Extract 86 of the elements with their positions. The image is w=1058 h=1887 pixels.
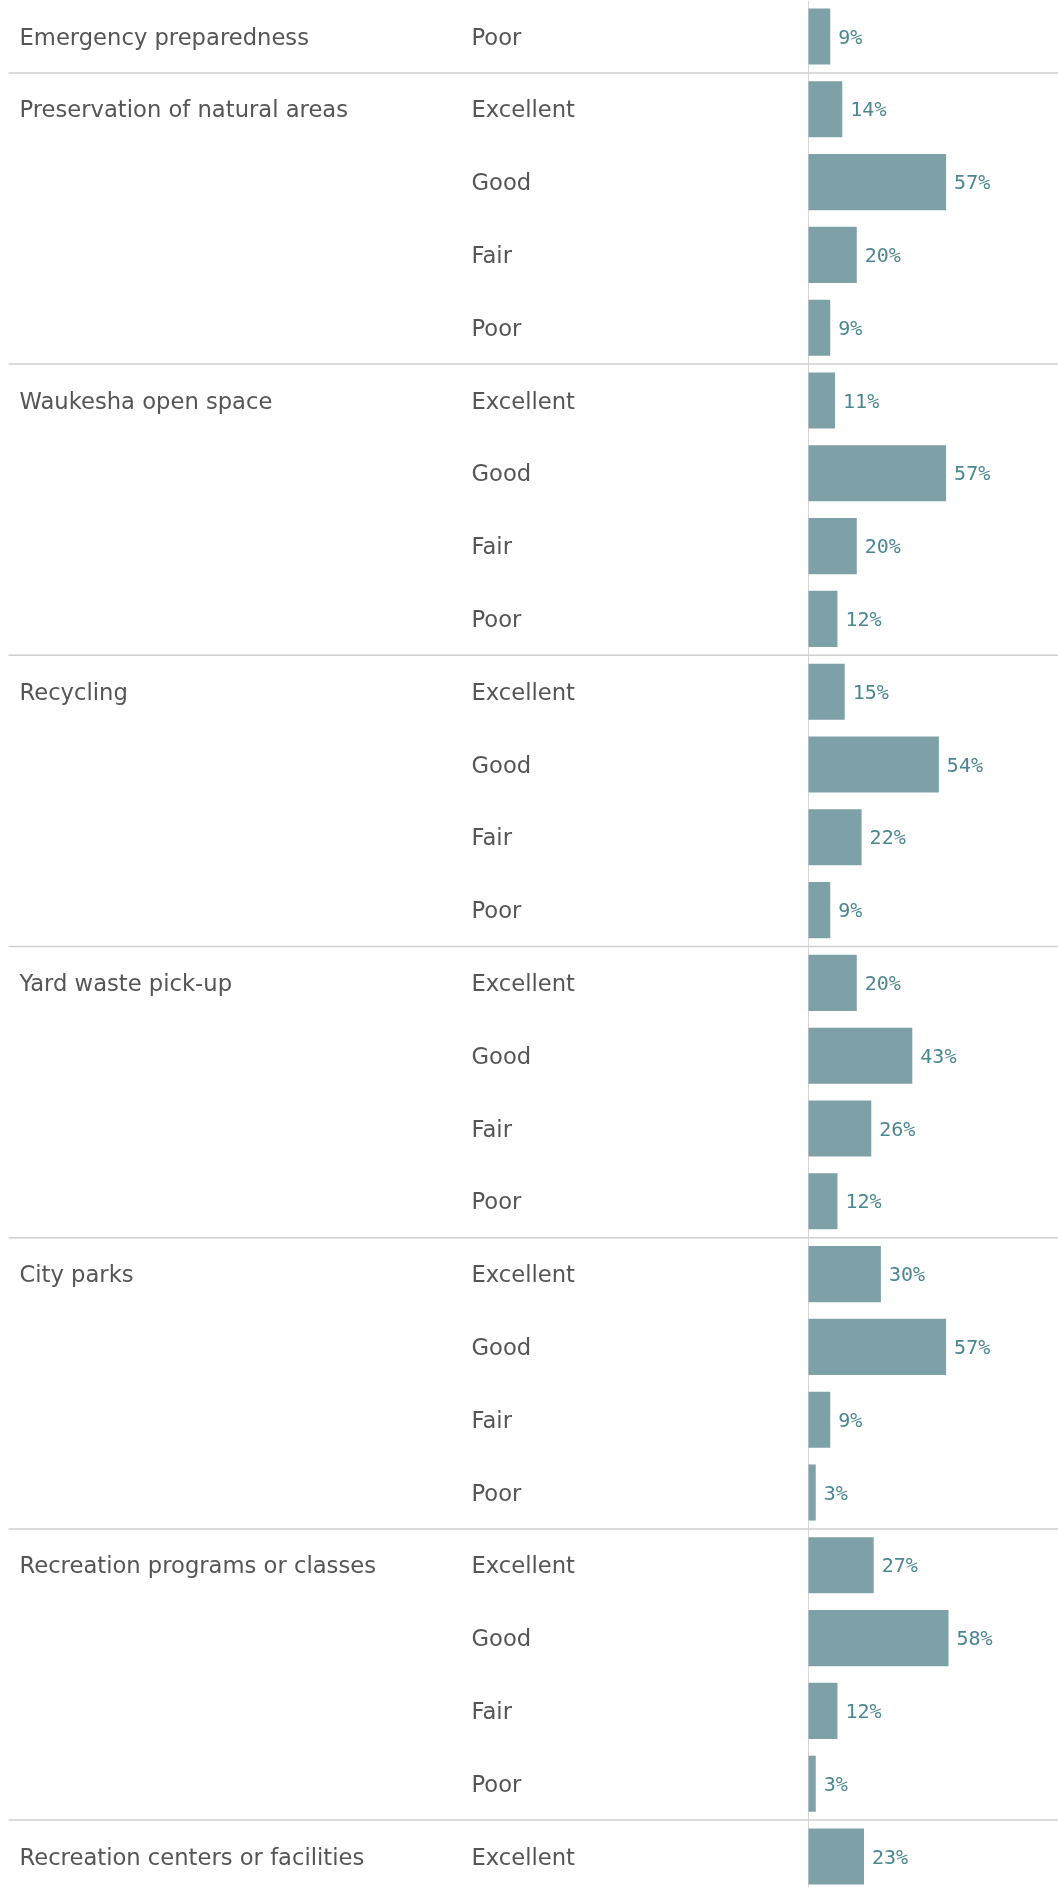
data-label: 12% [845, 1698, 882, 1723]
bar [808, 1100, 872, 1157]
data-label: 57% [954, 461, 991, 486]
y-tick-label: Good [471, 1333, 532, 1360]
y-tick-label: Good [471, 169, 532, 196]
data-label: 15% [852, 679, 889, 704]
data-label: 14% [850, 97, 887, 122]
bar [808, 81, 843, 138]
data-label: 26% [879, 1116, 916, 1141]
bar [808, 1537, 874, 1594]
bar [808, 445, 947, 502]
text: Yard waste pick-up [18, 969, 233, 996]
bar [808, 1246, 881, 1303]
bar [808, 663, 845, 720]
y-tick-label: Poor [471, 605, 523, 632]
y-tick-label: Excellent [471, 1261, 576, 1288]
text: Emergency preparedness [19, 23, 309, 50]
y-tick-label: Fair [471, 241, 513, 268]
bar [808, 1682, 838, 1739]
data-label: 20% [864, 970, 901, 995]
data-label: 57% [954, 170, 991, 195]
y-tick-label: Poor [471, 1188, 523, 1215]
y-tick-label: Excellent [471, 678, 576, 705]
y-tick-label: Excellent [471, 387, 576, 414]
bar [808, 1755, 816, 1812]
y-tick-label: Poor [471, 1479, 523, 1506]
data-label: 9% [838, 24, 863, 49]
y-tick-label: Poor [471, 897, 523, 924]
data-label: 30% [888, 1262, 926, 1287]
data-label: 23% [872, 1844, 909, 1869]
data-label: 3% [823, 1480, 848, 1505]
text: Preservation of natural areas [19, 96, 349, 123]
bar [808, 1318, 947, 1375]
data-label: 20% [864, 242, 901, 267]
y-tick-label: Poor [471, 1770, 523, 1797]
bar [808, 882, 831, 939]
y-tick-label: Fair [471, 533, 513, 560]
y-tick-label: Excellent [471, 96, 576, 123]
bar [808, 1391, 831, 1448]
y-tick-label: Good [471, 1625, 532, 1652]
y-tick-label: Fair [471, 1115, 513, 1142]
bar [808, 954, 857, 1011]
text: Waukesha open space [19, 387, 273, 414]
data-label: 11% [843, 388, 880, 413]
bar [808, 518, 857, 575]
data-label: 12% [845, 1189, 882, 1214]
bar [808, 736, 939, 793]
bar [808, 1173, 838, 1230]
bar [808, 226, 857, 283]
y-tick-label: Excellent [471, 969, 576, 996]
bar [808, 590, 838, 647]
text: City parks [19, 1261, 134, 1288]
y-tick-label: Excellent [471, 1552, 576, 1579]
bar [808, 299, 831, 356]
data-label: 43% [920, 1043, 957, 1068]
data-label: 22% [869, 825, 906, 850]
y-tick-label: Poor [471, 314, 523, 341]
text: Recreation programs or classes [19, 1552, 376, 1579]
y-tick-label: Good [471, 751, 532, 778]
y-tick-label: Fair [471, 1406, 513, 1433]
data-label: 57% [954, 1334, 991, 1359]
data-label: 12% [845, 606, 882, 631]
bar [808, 1610, 949, 1667]
y-tick-label: Poor [471, 23, 523, 50]
data-label: 9% [838, 315, 863, 340]
data-label: 3% [823, 1771, 848, 1796]
bar [808, 154, 947, 211]
y-tick-label: Good [471, 1042, 532, 1069]
text: Recreation centers or facilities [19, 1843, 365, 1870]
data-label: 9% [838, 1407, 863, 1432]
data-label: 58% [956, 1626, 993, 1651]
bar [808, 809, 862, 866]
data-label: 27% [881, 1553, 918, 1578]
bar [808, 1464, 816, 1521]
bar [808, 372, 836, 429]
y-tick-label: Excellent [471, 1843, 576, 1870]
y-tick-label: Fair [471, 824, 513, 851]
data-label: 54% [946, 752, 983, 777]
bar [808, 8, 831, 65]
y-tick-label: Good [471, 460, 532, 487]
y-tick-label: Fair [471, 1697, 513, 1724]
bar [808, 1828, 865, 1885]
data-label: 9% [838, 898, 863, 923]
data-label: 20% [864, 534, 901, 559]
text: Recycling [19, 678, 128, 705]
bar [808, 1027, 913, 1084]
